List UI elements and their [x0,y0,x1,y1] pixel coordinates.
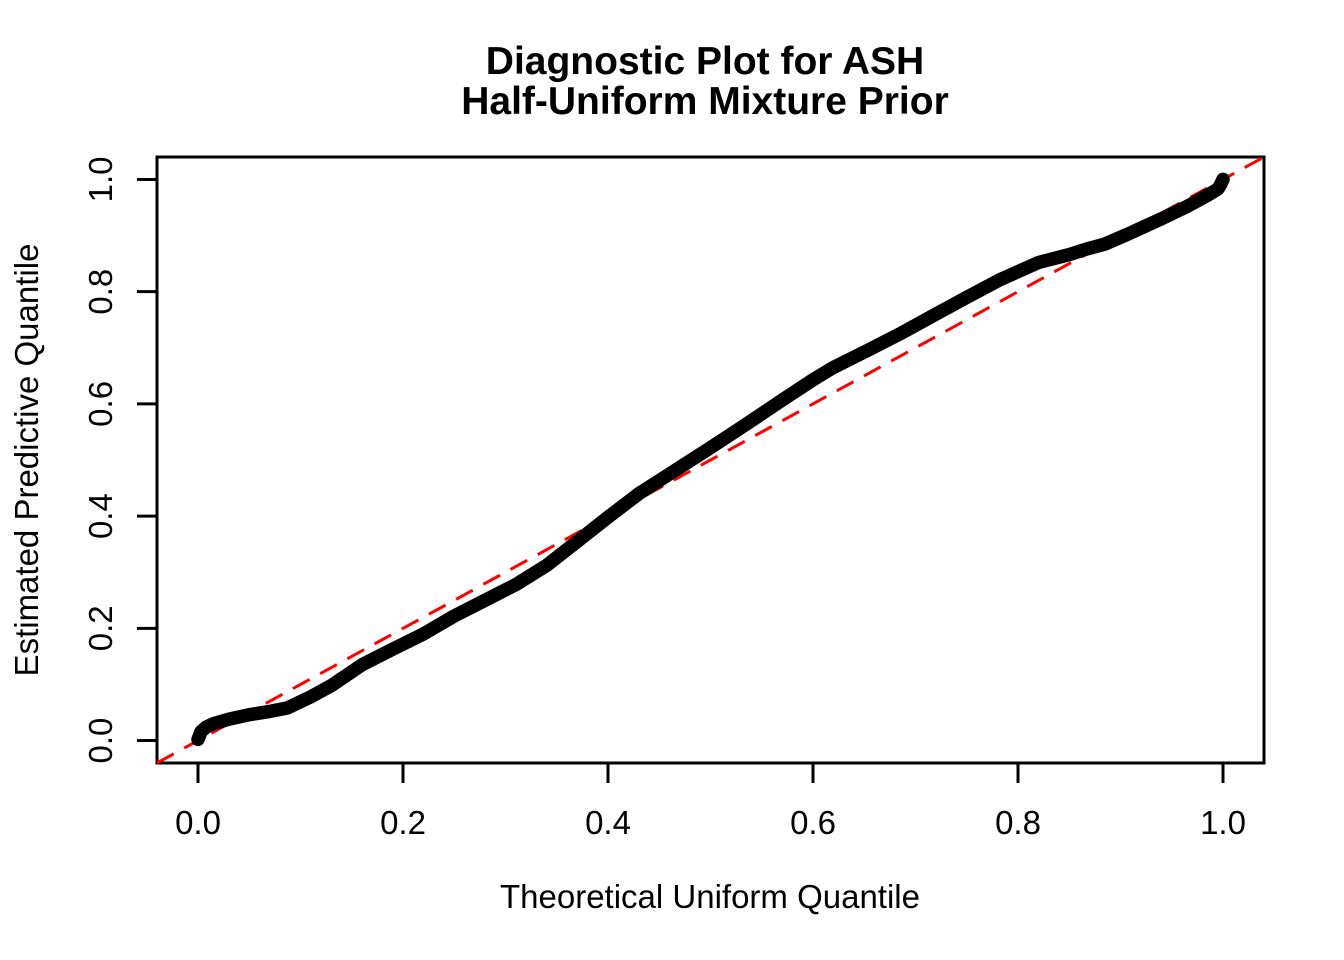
y-axis-tick-label: 0.4 [82,493,119,539]
plot-title-line-1: Diagnostic Plot for ASH [486,40,924,83]
x-axis-tick-label: 0.8 [995,804,1041,841]
y-axis-tick-label: 0.0 [82,718,119,764]
x-axis-tick-label: 0.2 [380,804,426,841]
x-axis-tick-label: 1.0 [1200,804,1246,841]
x-axis: 0.0 0.2 0.4 0.6 0.8 1.0 [175,763,1246,841]
x-axis-tick-label: 0.4 [585,804,631,841]
identity-reference-line [156,155,1265,765]
y-axis-tick-label: 0.2 [82,605,119,651]
y-axis-tick-label: 0.6 [82,381,119,427]
x-axis-title: Theoretical Uniform Quantile [500,878,920,915]
qq-curve [191,172,1230,747]
plot-title: Diagnostic Plot for ASH Half-Uniform Mix… [461,40,949,123]
plot-title-line-2: Half-Uniform Mixture Prior [461,80,949,123]
x-axis-tick-label: 0.0 [175,804,221,841]
y-axis-title: Estimated Predictive Quantile [8,244,45,677]
x-axis-tick-label: 0.6 [790,804,836,841]
y-axis-tick-label: 0.8 [82,269,119,315]
plot-box [155,155,1266,765]
y-axis: 0.0 0.2 0.4 0.6 0.8 1.0 [82,157,157,764]
y-axis-tick-label: 1.0 [82,157,119,203]
